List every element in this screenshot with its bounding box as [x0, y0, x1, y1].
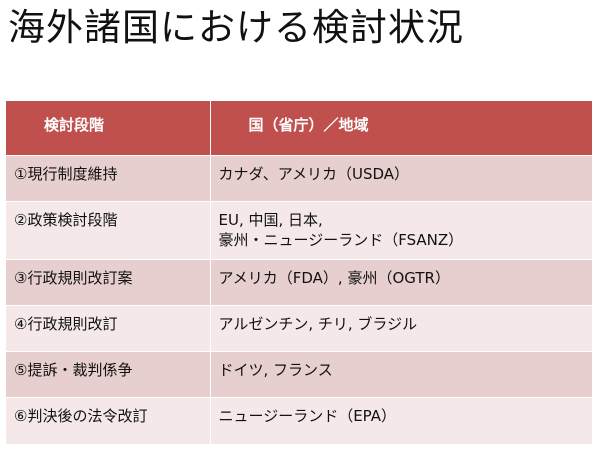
- country-line: EU, 中国, 日本,: [218, 211, 323, 229]
- country-cell: EU, 中国, 日本, 豪州・ニュージーランド（FSANZ）: [210, 201, 593, 260]
- table-header-row: 検討段階 国（省庁）／地域: [6, 101, 593, 156]
- stage-cell: ⑥判決後の法令改訂: [6, 397, 211, 444]
- country-line: アルゼンチン, チリ, ブラジル: [218, 315, 418, 333]
- table-row: ④行政規則改訂 アルゼンチン, チリ, ブラジル: [6, 305, 593, 352]
- status-table: 検討段階 国（省庁）／地域 ①現行制度維持 カナダ、アメリカ（USDA） ②政策…: [6, 101, 593, 444]
- header-stage: 検討段階: [6, 101, 211, 156]
- stage-cell: ②政策検討段階: [6, 201, 211, 260]
- table-row: ③行政規則改訂案 アメリカ（FDA）, 豪州（OGTR）: [6, 259, 593, 306]
- country-cell: アルゼンチン, チリ, ブラジル: [210, 305, 593, 352]
- country-cell: ニュージーランド（EPA）: [210, 397, 593, 444]
- stage-cell: ①現行制度維持: [6, 155, 211, 202]
- country-line: ニュージーランド（EPA）: [218, 407, 397, 425]
- table-row: ⑤提訴・裁判係争 ドイツ, フランス: [6, 351, 593, 398]
- table-row: ⑥判決後の法令改訂 ニュージーランド（EPA）: [6, 397, 593, 444]
- stage-cell: ④行政規則改訂: [6, 305, 211, 352]
- country-line: 豪州・ニュージーランド（FSANZ）: [218, 231, 464, 249]
- stage-cell: ⑤提訴・裁判係争: [6, 351, 211, 398]
- country-line: カナダ、アメリカ（USDA）: [218, 165, 410, 183]
- table-row: ①現行制度維持 カナダ、アメリカ（USDA）: [6, 155, 593, 202]
- country-cell: ドイツ, フランス: [210, 351, 593, 398]
- stage-cell: ③行政規則改訂案: [6, 259, 211, 306]
- country-cell: アメリカ（FDA）, 豪州（OGTR）: [210, 259, 593, 306]
- country-cell: カナダ、アメリカ（USDA）: [210, 155, 593, 202]
- header-country: 国（省庁）／地域: [210, 101, 593, 156]
- country-line: ドイツ, フランス: [218, 361, 333, 379]
- country-line: アメリカ（FDA）, 豪州（OGTR）: [218, 269, 450, 287]
- slide-title: 海外諸国における検討状況: [8, 6, 464, 49]
- table-row: ②政策検討段階 EU, 中国, 日本, 豪州・ニュージーランド（FSANZ）: [6, 201, 593, 260]
